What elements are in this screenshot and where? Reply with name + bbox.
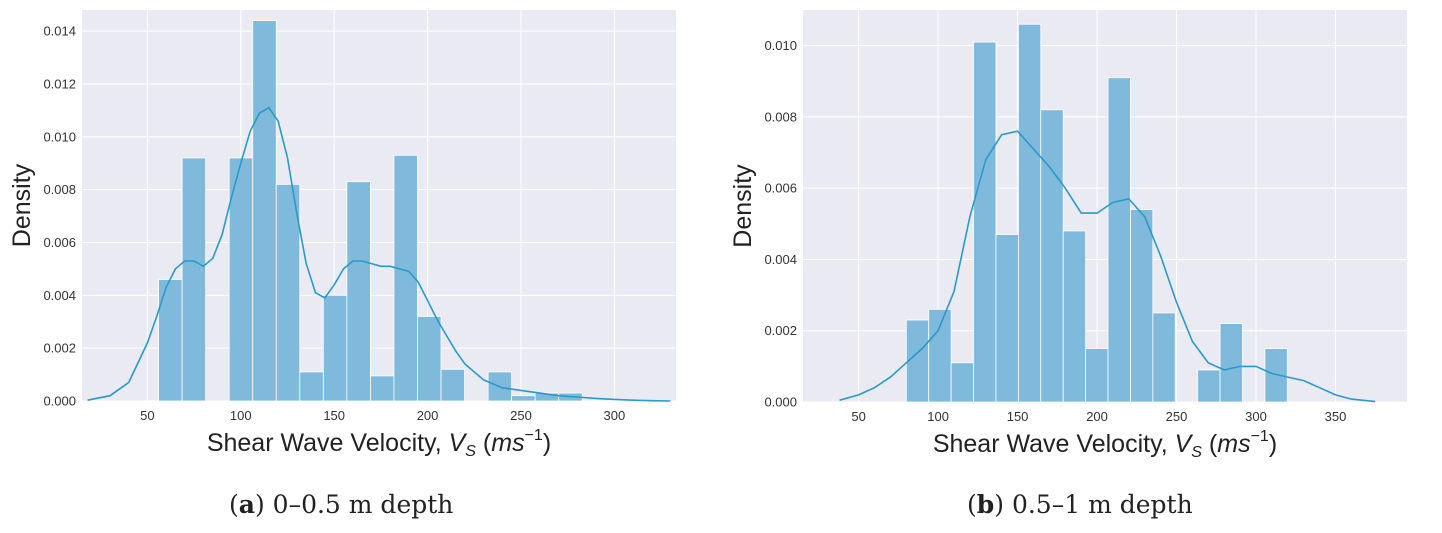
histogram-bar [440, 368, 465, 402]
x-tick-label: 350 [1325, 409, 1347, 424]
y-tick-label: 0.000 [43, 394, 76, 409]
histogram-bar [1152, 312, 1176, 403]
x-axis-label-subscript: S [1191, 444, 1202, 461]
x-axis-label-symbol: V [449, 429, 468, 457]
x-axis-label-open-paren: ( [1202, 430, 1218, 458]
y-tick-label: 0.008 [43, 182, 76, 197]
x-axis-label-unit: ms [491, 429, 524, 457]
histogram-bar [950, 362, 974, 403]
histogram-bar [1040, 109, 1064, 403]
y-tick-label: 0.006 [764, 181, 797, 196]
x-axis-label: Shear Wave Velocity, VS (ms−1) [933, 428, 1277, 461]
x-axis-label: Shear Wave Velocity, VS (ms−1) [207, 427, 551, 460]
y-axis-label: Density [8, 163, 36, 247]
x-axis-label-text: Shear Wave Velocity, [207, 429, 449, 457]
x-tick-label: 50 [851, 409, 865, 424]
chart-a: 0.000 0.002 0.004 0.006 0.008 0.010 0.012 0.014… [8, 10, 676, 460]
caption-b: (b) 0.5–1 m depth [967, 490, 1193, 519]
histogram-bar [1017, 23, 1042, 403]
histogram-bar [1130, 209, 1154, 403]
caption-text-a: 0–0.5 m depth [272, 490, 454, 519]
x-axis-label-open-paren: ( [476, 429, 492, 457]
histogram-bar [511, 395, 536, 402]
histogram-bar [1219, 323, 1243, 403]
x-tick-label: 150 [323, 408, 345, 423]
histogram-bar [995, 234, 1019, 403]
x-tick-label: 250 [510, 408, 532, 423]
chart-b: 0.000 0.002 0.004 0.006 0.008 0.010 50 100 150 20… [729, 10, 1407, 461]
histogram-bar [1107, 77, 1131, 403]
histogram-bar [928, 308, 952, 403]
caption-text-b: 0.5–1 m depth [1011, 490, 1193, 519]
histogram-bar [252, 20, 277, 402]
kde-line [87, 106, 671, 402]
x-tick-label: 300 [604, 408, 626, 423]
x-axis-label-close-paren: ) [1269, 430, 1277, 458]
y-tick-label: 0.010 [764, 38, 797, 53]
histogram-bar [370, 375, 395, 402]
x-axis-label-text: Shear Wave Velocity, [933, 430, 1175, 458]
x-tick-label: 200 [417, 408, 439, 423]
plot-area [803, 10, 1407, 402]
x-tick-label: 250 [1166, 409, 1188, 424]
caption-letter-b: b [976, 490, 995, 519]
chart-panel-a: 0.000 0.002 0.004 0.006 0.008 0.010 0.012 0.014… [0, 0, 720, 533]
y-tick-label: 0.006 [43, 235, 76, 250]
y-axis-label: Density [729, 164, 757, 248]
histogram-bar [393, 154, 418, 402]
y-tick-label: 0.002 [764, 323, 797, 338]
x-axis-label-close-paren: ) [543, 429, 551, 457]
x-axis-label-symbol: V [1175, 430, 1194, 458]
kde-line [839, 130, 1376, 403]
x-tick-label: 50 [140, 408, 154, 423]
x-tick-label: 150 [1007, 409, 1029, 424]
x-tick-label: 300 [1245, 409, 1267, 424]
y-tick-label: 0.000 [764, 395, 797, 410]
histogram-bar [1085, 348, 1109, 403]
histogram-bar [181, 157, 207, 402]
caption-letter-a: a [238, 490, 255, 519]
y-tick-label: 0.012 [43, 76, 76, 91]
x-axis-label-subscript: S [465, 443, 476, 460]
x-axis-label-exponent: −1 [525, 427, 543, 444]
y-tick-label: 0.010 [43, 129, 76, 144]
histogram-bar [275, 183, 301, 402]
histogram-bar [417, 316, 442, 402]
y-tick-label: 0.004 [764, 252, 797, 267]
x-axis-label-exponent: −1 [1251, 428, 1269, 445]
y-tick-label: 0.008 [764, 109, 797, 124]
histogram-bar [905, 319, 930, 403]
x-axis-label-unit: ms [1217, 430, 1250, 458]
histogram-bar [299, 371, 324, 402]
chart-panel-b: 0.000 0.002 0.004 0.006 0.008 0.010 50 100 150 20… [720, 0, 1442, 533]
histogram-bar [1062, 230, 1087, 403]
y-tick-label: 0.004 [43, 288, 76, 303]
x-tick-label: 100 [927, 409, 949, 424]
caption-a: (a) 0–0.5 m depth [229, 490, 454, 519]
y-tick-label: 0.014 [43, 24, 76, 39]
x-tick-label: 200 [1086, 409, 1108, 424]
histogram-bar [346, 181, 371, 402]
y-tick-label: 0.002 [43, 341, 76, 356]
histogram-bar [1197, 369, 1221, 403]
histogram-bar [322, 294, 348, 402]
histogram-bar [973, 41, 997, 403]
x-tick-label: 100 [230, 408, 252, 423]
